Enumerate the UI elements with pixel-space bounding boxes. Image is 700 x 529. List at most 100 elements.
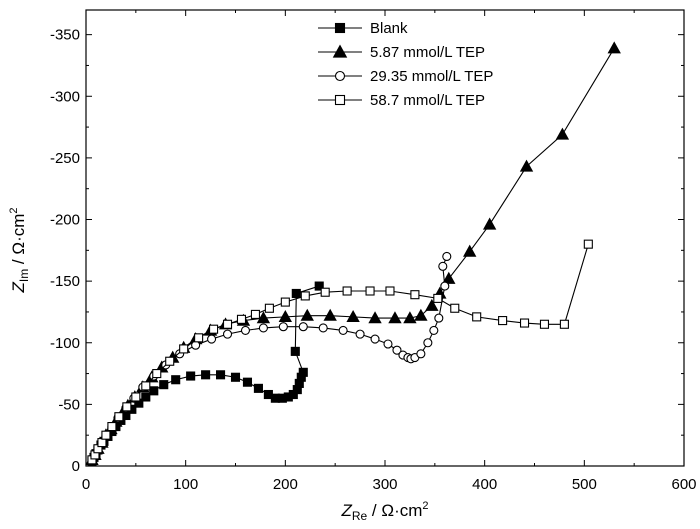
data-point: [114, 412, 124, 422]
data-point: [314, 281, 324, 291]
series-blank: [87, 281, 324, 466]
data-point: [278, 322, 288, 332]
data-point: [403, 311, 417, 324]
data-point: [429, 325, 439, 335]
data-point: [370, 334, 380, 344]
series-29-35-mmol-l-tep: [87, 251, 452, 465]
data-point: [141, 392, 151, 402]
legend-label: Blank: [370, 20, 408, 37]
data-point: [186, 371, 196, 381]
data-point: [250, 309, 260, 319]
legend-item-5-87-mmol-l-tep: 5.87 mmol/L TEP: [318, 44, 485, 61]
legend-label: 58.7 mmol/L TEP: [370, 92, 485, 109]
data-point: [207, 334, 217, 344]
data-point: [300, 308, 314, 321]
series-line: [91, 47, 615, 461]
legend-marker: [334, 94, 346, 106]
data-point: [463, 244, 477, 257]
data-point: [416, 349, 426, 359]
y-tick-label: -350: [50, 27, 80, 44]
legend-item-58-7-mmol-l-tep: 58.7 mmol/L TEP: [318, 92, 485, 109]
data-point: [450, 303, 460, 313]
legend-label: 5.87 mmol/L TEP: [370, 44, 485, 61]
data-point: [318, 323, 328, 333]
data-point: [482, 217, 497, 230]
y-tick-label: -50: [58, 396, 80, 413]
series-line: [91, 244, 589, 461]
legend-item-29-35-mmol-l-tep: 29.35 mmol/L TEP: [318, 68, 493, 85]
series-group: [85, 41, 621, 466]
data-point: [253, 383, 263, 393]
data-point: [385, 286, 395, 296]
data-point: [280, 297, 290, 307]
data-point: [159, 380, 169, 390]
x-tick-label: 0: [82, 476, 90, 493]
y-tick-label: -300: [50, 88, 80, 105]
data-point: [440, 281, 450, 291]
data-point: [555, 127, 570, 140]
data-point: [346, 309, 360, 323]
data-point: [410, 290, 420, 300]
data-point: [519, 318, 530, 328]
data-point: [107, 422, 117, 432]
data-point: [498, 316, 508, 326]
data-point: [216, 370, 226, 380]
data-point: [264, 303, 274, 313]
data-point: [392, 345, 402, 355]
data-point: [291, 288, 301, 299]
data-point: [539, 319, 550, 329]
data-point: [278, 309, 293, 323]
data-point: [256, 311, 271, 324]
data-point: [368, 311, 382, 324]
data-point: [388, 311, 402, 324]
data-point: [165, 356, 175, 366]
data-point: [141, 381, 151, 391]
data-point: [338, 325, 348, 335]
data-point: [320, 287, 330, 297]
data-point: [222, 319, 233, 329]
y-tick-label: -250: [50, 150, 80, 167]
y-axis-label: ZIm / Ω·cm2: [8, 207, 31, 293]
y-tick-label: 0: [72, 458, 80, 475]
data-point: [519, 159, 534, 172]
x-tick-label: 600: [671, 476, 696, 493]
data-point: [423, 338, 433, 348]
legend-marker: [332, 44, 348, 58]
data-point: [149, 386, 159, 396]
data-point: [298, 322, 308, 332]
data-point: [171, 375, 181, 385]
data-point: [222, 329, 233, 339]
data-point: [559, 319, 569, 329]
data-point: [434, 313, 444, 323]
data-point: [242, 377, 253, 387]
data-point: [131, 392, 141, 402]
data-point: [323, 308, 337, 321]
axes: 0 100 200 300 400 500 600 0 -50 -100 -150 -200 -250 -…: [50, 9, 697, 493]
data-point: [442, 251, 452, 262]
data-point: [152, 369, 162, 379]
data-point: [438, 261, 448, 271]
data-point: [342, 286, 352, 296]
data-point: [230, 372, 241, 382]
y-tick-label: -150: [50, 273, 80, 290]
data-point: [365, 286, 375, 296]
legend-marker: [334, 22, 346, 34]
x-tick-label: 500: [572, 476, 597, 493]
data-point: [122, 402, 132, 412]
series-58-7-mmol-l-tep: [87, 239, 593, 465]
legend-label: 29.35 mmol/L TEP: [370, 68, 493, 85]
y-tick-label: -200: [50, 212, 80, 229]
data-point: [425, 298, 439, 311]
data-point: [209, 324, 219, 334]
data-point: [194, 333, 204, 343]
legend-item-blank: Blank: [318, 20, 408, 37]
data-point: [383, 339, 393, 349]
x-tick-label: 200: [273, 476, 298, 493]
data-point: [240, 325, 251, 335]
data-point: [179, 344, 189, 354]
data-point: [97, 438, 107, 448]
data-point: [300, 291, 310, 301]
data-point: [583, 239, 593, 249]
series-5-87-mmol-l-tep: [85, 41, 621, 465]
